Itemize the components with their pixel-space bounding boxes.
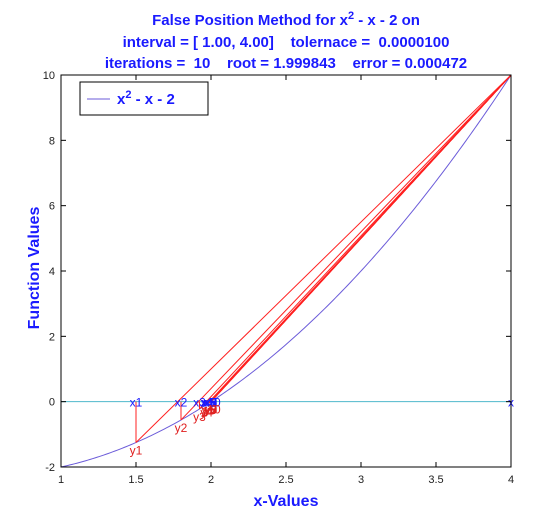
title-line-1-superscript: 2 [348, 10, 354, 22]
title-line-1: False Position Method for x2 - x - 2 on [152, 10, 420, 29]
x-tick-label-2: 2 [208, 474, 214, 486]
legend-label-suffix: - x - 2 [131, 91, 174, 108]
y-iterate-label-6: y6 [204, 403, 217, 417]
y-iterate-label-2: y2 [175, 421, 188, 435]
title-line-3: iterations = 10 root = 1.999843 error = … [105, 55, 467, 72]
y-iterate-label-4: y4 [200, 405, 213, 419]
x-axis-label: x-Values [254, 493, 319, 510]
y-iterate-label-1: y1 [130, 444, 143, 458]
y-tick-label-4: 6 [49, 201, 55, 213]
x-iterate-label-6: x6 [204, 396, 217, 410]
legend-label: x2 - x - 2 [117, 89, 175, 108]
y-iterate-label-8: y8 [205, 403, 218, 417]
axes: 1 1.5 2 2.5 3 3.5 4 -2 0 2 4 6 8 10 [43, 70, 514, 486]
secant-line-2 [180, 74, 512, 421]
y-iterate-label-9: y9 [205, 403, 218, 417]
x-iterate-label-3: x3 [193, 396, 206, 410]
x-tick-label-1: 1.5 [128, 474, 143, 486]
x-iterate-label-8: x8 [205, 396, 218, 410]
x-iterate-label-4: x4 [200, 396, 213, 410]
y-tick-label-3: 4 [49, 266, 55, 278]
x-iterate-label-10: x10 [201, 396, 221, 410]
y-tick-label-5: 8 [49, 135, 55, 147]
y-iterate-label-3: y3 [193, 410, 206, 424]
chart-title: False Position Method for x2 - x - 2 on … [105, 10, 467, 72]
y-iterate-label-7: y7 [204, 403, 217, 417]
title-line-1-prefix: False Position Method for x [152, 12, 349, 29]
legend-label-prefix: x [117, 91, 126, 108]
legend: x2 - x - 2 [79, 81, 209, 116]
y-tick-label-6: 10 [43, 70, 55, 82]
x-iterate-label-1: x1 [130, 396, 143, 410]
y-tick-label-1: 0 [49, 397, 55, 409]
x-iterate-label-9: x9 [205, 396, 218, 410]
title-line-1-suffix: - x - 2 on [354, 12, 420, 29]
secant-line-10 [210, 74, 512, 403]
x-iterate-label-2: x2 [175, 396, 188, 410]
x-tick-label-6: 4 [508, 474, 514, 486]
x-iterate-label-7: x7 [204, 396, 217, 410]
x-tick-label-0: 1 [58, 474, 64, 486]
y-tick-label-2: 2 [49, 331, 55, 343]
x-iterate-label-5: x5 [203, 396, 216, 410]
x-tick-label-5: 3.5 [428, 474, 443, 486]
plot-content: x1 y1 x2 y2 x3y3x4y4x5y5x6y6x7y7x8y8x9y9x10y… [60, 74, 514, 468]
legend-label-superscript: 2 [125, 89, 131, 101]
y-axis-label: Function Values [26, 207, 43, 330]
secant-line-1 [135, 74, 512, 443]
x-tick-label-3: 2.5 [278, 474, 293, 486]
x-tick-label-4: 3 [358, 474, 364, 486]
y-tick-label-0: -2 [45, 462, 55, 474]
y-iterate-label-5: y5 [203, 404, 216, 418]
title-line-2: interval = [ 1.00, 4.00] tolernace = 0.0… [123, 34, 450, 51]
y-iterate-label-10: y10 [201, 403, 221, 417]
